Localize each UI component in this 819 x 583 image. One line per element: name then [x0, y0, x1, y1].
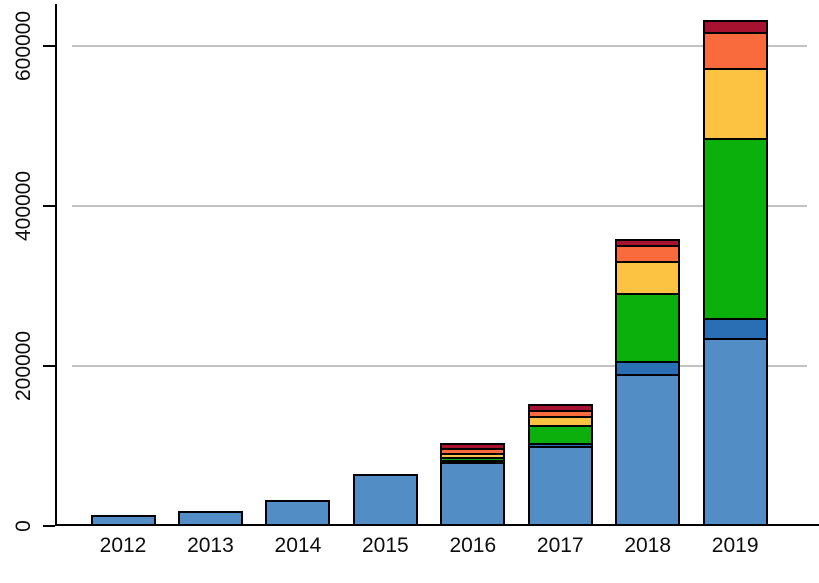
- x-tick-label-2019: 2019: [711, 534, 759, 557]
- y-tick-label-400000: 400000: [12, 170, 35, 241]
- bar-2012-segment-steel-blue: [92, 517, 154, 524]
- x-tick-label-2012: 2012: [99, 534, 147, 557]
- bar-2013-segment-steel-blue: [179, 513, 241, 524]
- bar-2017-segment-steel-blue: [529, 446, 591, 524]
- x-tick-label-2016: 2016: [449, 534, 497, 557]
- bar-2018-segment-orange-red: [617, 245, 679, 261]
- bar-2019-segment-yellow: [704, 68, 766, 138]
- bar-2019: [702, 20, 768, 526]
- bar-2016-segment-yellow: [442, 453, 504, 457]
- bar-2016: [440, 443, 506, 526]
- bar-2017-segment-green: [529, 425, 591, 443]
- bar-2019-segment-dark-red: [704, 22, 766, 32]
- y-tick-0: [43, 524, 55, 527]
- bar-2019-segment-steel-blue: [704, 338, 766, 524]
- y-axis-line: [55, 4, 57, 526]
- bar-2018: [615, 239, 681, 526]
- bar-2017: [527, 404, 593, 526]
- bar-2015-segment-steel-blue: [354, 476, 416, 524]
- x-axis-line: [55, 524, 819, 526]
- bar-2018-segment-dark-red: [617, 241, 679, 245]
- bar-2017-segment-dark-blue: [529, 443, 591, 446]
- x-tick-label-2013: 2013: [187, 534, 234, 557]
- y-tick-600000: [43, 44, 55, 47]
- x-tick-label-2014: 2014: [274, 534, 322, 557]
- y-tick-200000: [43, 364, 55, 367]
- y-tick-400000: [43, 204, 55, 207]
- bar-2013: [177, 511, 243, 526]
- bar-2016-segment-green: [442, 457, 504, 460]
- x-tick-label-2017: 2017: [536, 534, 584, 557]
- gridline-400000: [72, 204, 807, 207]
- bar-2017-segment-yellow: [529, 416, 591, 425]
- bar-2015: [352, 474, 418, 526]
- bar-2019-segment-green: [704, 138, 766, 318]
- bar-2016-segment-dark-red: [442, 445, 504, 448]
- bar-2014-segment-steel-blue: [267, 502, 329, 524]
- bar-2018-segment-dark-blue: [617, 361, 679, 374]
- bar-2018-segment-steel-blue: [617, 374, 679, 524]
- bar-2019-segment-orange-red: [704, 32, 766, 68]
- x-tick-label-2018: 2018: [624, 534, 672, 557]
- bar-2014: [265, 500, 331, 526]
- bar-2016-segment-dark-blue: [442, 460, 504, 462]
- bar-2018-segment-green: [617, 293, 679, 361]
- y-tick-label-0: 0: [12, 519, 35, 532]
- bar-2016-segment-orange-red: [442, 448, 504, 453]
- y-tick-label-200000: 200000: [12, 330, 35, 401]
- bar-2018-segment-yellow: [617, 261, 679, 293]
- y-tick-label-600000: 600000: [12, 10, 35, 81]
- bar-2019-segment-dark-blue: [704, 318, 766, 338]
- bar-2012: [90, 515, 156, 526]
- gridline-200000: [72, 364, 807, 367]
- bar-2017-segment-dark-red: [529, 406, 591, 410]
- x-tick-label-2015: 2015: [361, 534, 409, 557]
- bar-2016-segment-steel-blue: [442, 462, 504, 524]
- bar-2017-segment-orange-red: [529, 410, 591, 416]
- gridline-600000: [72, 44, 807, 47]
